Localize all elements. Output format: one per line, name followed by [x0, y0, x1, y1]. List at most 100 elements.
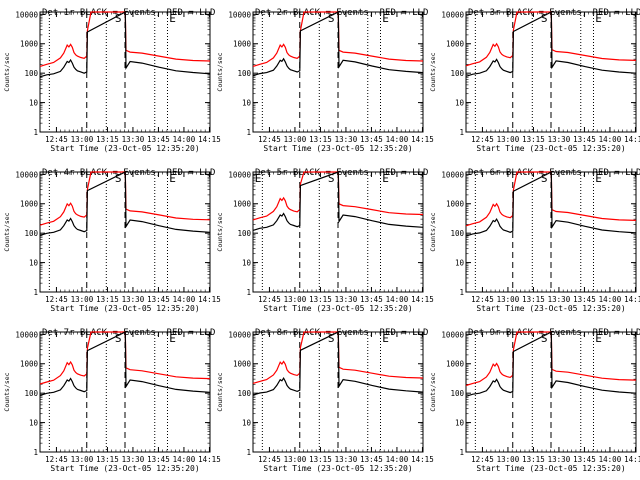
y-axis-label: Counts/sec — [429, 212, 437, 251]
y-tick-label: 10 — [29, 419, 39, 428]
x-tick-label: 13:00 — [284, 455, 307, 464]
y-tick-label: 1000 — [233, 200, 252, 209]
x-tick-label: 13:15 — [96, 135, 119, 144]
x-tick-label: 12:45 — [258, 455, 281, 464]
series-lld-line — [39, 331, 211, 385]
x-tick-label: 13:30 — [122, 135, 145, 144]
x-tick-label: 13:00 — [497, 455, 520, 464]
series-events-line — [252, 11, 424, 77]
series-lld-line — [39, 171, 211, 226]
y-tick-label: 100 — [237, 229, 251, 238]
x-tick-label: 13:30 — [335, 135, 358, 144]
y-tick-label: 10 — [242, 419, 252, 428]
y-tick-label: 1000 — [20, 40, 39, 49]
y-tick-label: 10 — [242, 99, 252, 108]
series-events-line — [465, 171, 637, 237]
marker-letter: E — [382, 12, 389, 25]
panel-1: Det 1r BLACK = Events, RED = LLDCounts/s… — [3, 8, 221, 153]
x-tick-label: 12:45 — [258, 135, 281, 144]
x-tick-label: 14:15 — [624, 455, 640, 464]
y-tick-label: 1 — [246, 288, 251, 297]
panel-4: Det 4r BLACK = Events, RED = LLDCounts/s… — [3, 168, 221, 313]
y-tick-label: 10 — [455, 259, 465, 268]
x-tick-label: 14:15 — [198, 135, 221, 144]
panel-9: Det 9r BLACK = Events, RED = LLD Counts/s… — [429, 328, 640, 473]
series-events-line — [39, 331, 211, 396]
marker-letter: E — [382, 172, 389, 185]
x-axis-label: Start Time (23-Oct-05 12:35:20) — [50, 144, 199, 153]
x-tick-label: 13:30 — [548, 455, 571, 464]
marker-letter: S — [115, 332, 122, 345]
series-events-line — [465, 11, 637, 77]
y-tick-label: 1 — [33, 128, 38, 137]
y-tick-label: 1000 — [446, 360, 465, 369]
y-tick-label: 1 — [246, 448, 251, 457]
x-tick-label: 13:00 — [497, 135, 520, 144]
x-axis-label: Start Time (23-Oct-05 12:35:20) — [476, 144, 625, 153]
marker-letter: S — [541, 172, 548, 185]
y-tick-label: 100 — [237, 69, 251, 78]
x-tick-label: 12:45 — [471, 455, 494, 464]
x-tick-label: 13:30 — [335, 295, 358, 304]
y-tick-label: 100 — [24, 69, 38, 78]
series-lld-line — [252, 11, 424, 67]
y-tick-label: 1000 — [20, 360, 39, 369]
y-tick-label: 10000 — [441, 170, 464, 179]
x-tick-label: 14:00 — [599, 455, 622, 464]
x-tick-label: 14:00 — [173, 455, 196, 464]
x-tick-label: 13:00 — [497, 295, 520, 304]
y-tick-label: 10 — [455, 99, 465, 108]
y-tick-label: 1000 — [233, 40, 252, 49]
x-tick-label: 14:00 — [173, 295, 196, 304]
panel-2: Det 2r BLACK = Events, RED = LLDCounts/s… — [216, 8, 434, 153]
x-axis-label: Start Time (23-Oct-05 12:35:20) — [476, 304, 625, 313]
y-tick-label: 1 — [459, 288, 464, 297]
series-events-line — [252, 171, 424, 231]
x-tick-label: 13:30 — [548, 295, 571, 304]
marker-letter: E — [169, 332, 176, 345]
y-tick-label: 10 — [29, 259, 39, 268]
marker-letter: S — [115, 12, 122, 25]
panel-5: Det 5r BLACK = Events, RED = LLDCounts/s… — [216, 168, 434, 313]
x-axis-label: Start Time (23-Oct-05 12:35:20) — [50, 304, 199, 313]
y-tick-label: 1000 — [233, 360, 252, 369]
x-tick-label: 13:15 — [309, 295, 332, 304]
x-tick-label: 13:45 — [573, 135, 596, 144]
x-tick-label: 14:00 — [386, 135, 409, 144]
x-tick-label: 13:30 — [122, 295, 145, 304]
marker-letter: S — [115, 172, 122, 185]
x-tick-label: 13:15 — [309, 455, 332, 464]
x-tick-label: 14:00 — [599, 135, 622, 144]
y-axis-label: Counts/sec — [3, 212, 11, 251]
panel-7: Det 7r BLACK = Events, RED = LLDCounts/s… — [3, 328, 221, 473]
series-events-line — [39, 11, 211, 78]
x-tick-label: 13:45 — [360, 135, 383, 144]
y-tick-label: 1000 — [446, 40, 465, 49]
x-tick-label: 13:45 — [360, 295, 383, 304]
x-tick-label: 13:15 — [96, 295, 119, 304]
x-tick-label: 14:15 — [198, 295, 221, 304]
x-axis-label: Start Time (23-Oct-05 12:35:20) — [263, 464, 412, 473]
y-axis-label: Counts/sec — [3, 52, 11, 91]
y-tick-label: 100 — [450, 389, 464, 398]
x-tick-label: 12:45 — [471, 135, 494, 144]
series-events-line — [39, 171, 211, 236]
y-tick-label: 100 — [24, 229, 38, 238]
x-tick-label: 12:45 — [258, 295, 281, 304]
x-tick-label: 14:00 — [386, 455, 409, 464]
x-tick-label: 12:45 — [45, 455, 68, 464]
y-tick-label: 1 — [33, 288, 38, 297]
series-lld-line — [465, 331, 637, 387]
series-events-line — [252, 331, 424, 396]
x-tick-label: 14:15 — [411, 455, 434, 464]
x-tick-label: 13:15 — [309, 135, 332, 144]
y-tick-label: 100 — [450, 69, 464, 78]
x-tick-label: 13:45 — [147, 135, 170, 144]
x-tick-label: 13:30 — [548, 135, 571, 144]
panel-8: Det 8r BLACK = Events, RED = LLDCounts/s… — [216, 328, 434, 473]
x-tick-label: 13:15 — [522, 295, 545, 304]
x-tick-label: 14:15 — [411, 295, 434, 304]
y-tick-label: 100 — [24, 389, 38, 398]
x-tick-label: 13:30 — [335, 455, 358, 464]
series-lld-line — [39, 11, 211, 67]
